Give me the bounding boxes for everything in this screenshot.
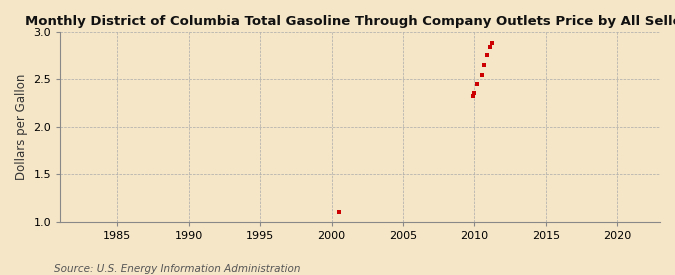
Y-axis label: Dollars per Gallon: Dollars per Gallon: [15, 74, 28, 180]
Text: Source: U.S. Energy Information Administration: Source: U.S. Energy Information Administ…: [54, 264, 300, 274]
Title: Monthly District of Columbia Total Gasoline Through Company Outlets Price by All: Monthly District of Columbia Total Gasol…: [24, 15, 675, 28]
